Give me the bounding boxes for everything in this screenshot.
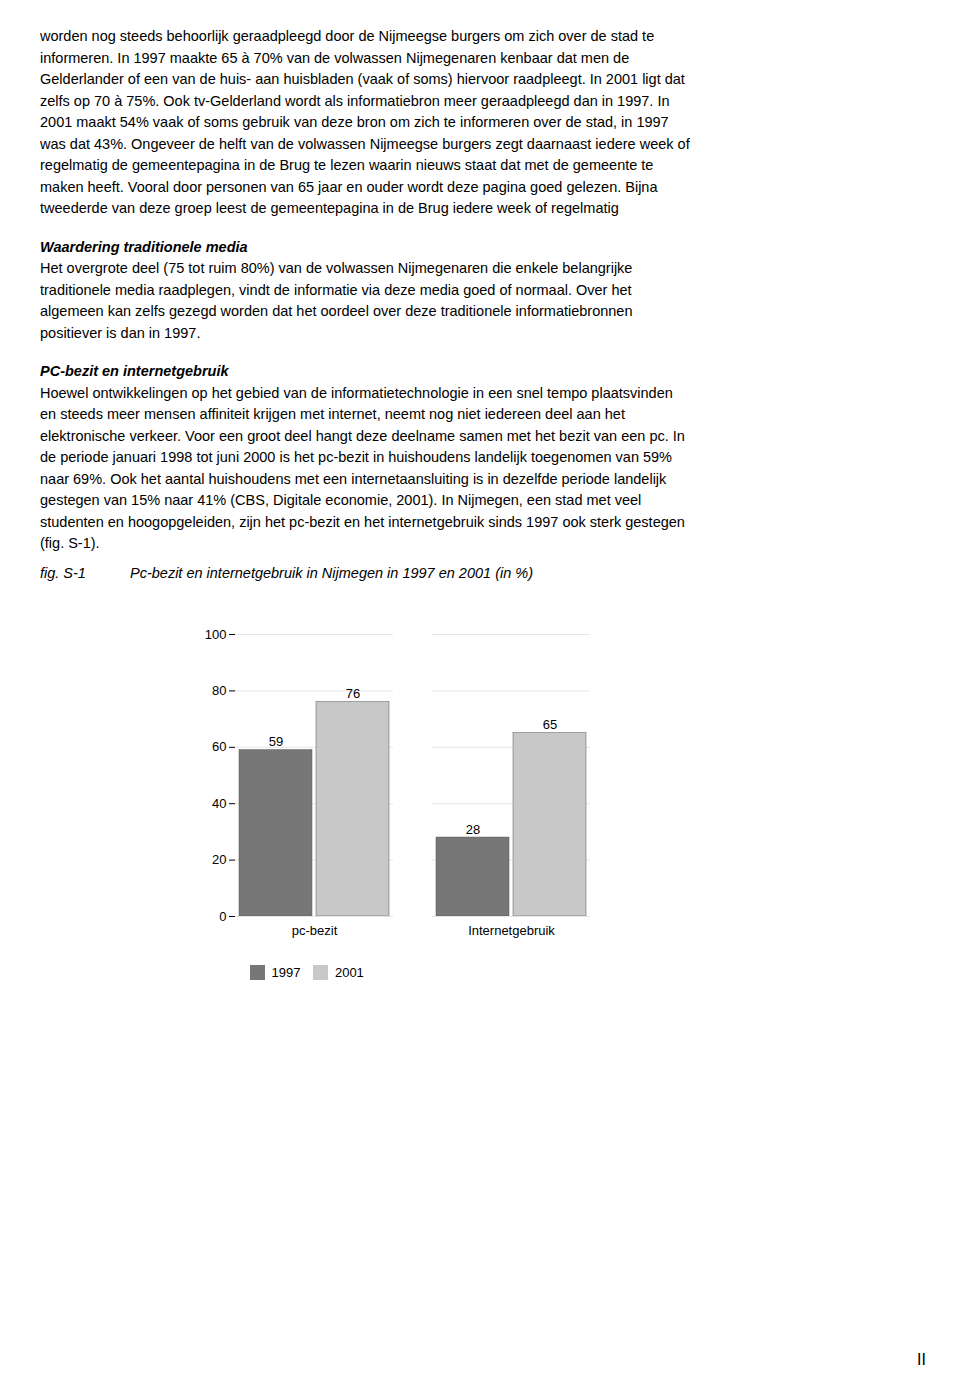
html-text:maken heeft. Vooral door perso: maken heeft. Vooral door personen van 65… xyxy=(40,178,658,195)
svg-text:28: 28 xyxy=(466,822,480,837)
html-text:Pc-bezit en internetgebruik in: Pc-bezit en internetgebruik in Nijmegen … xyxy=(130,564,533,581)
svg-text:80: 80 xyxy=(212,683,226,698)
html-text:2001: 2001 xyxy=(334,965,364,980)
html-text:2001 maakt 54% vaak of soms ge: 2001 maakt 54% vaak of soms gebruik van … xyxy=(40,114,669,130)
html-text:Hoewel ontwikkelingen op het g: Hoewel ontwikkelingen op het gebied van … xyxy=(40,384,673,401)
html-text:II: II xyxy=(917,1351,926,1368)
svg-text:100: 100 xyxy=(205,627,227,642)
html-text:regelmatig de gemeentepagina i: regelmatig de gemeentepagina in de Brug … xyxy=(40,157,654,173)
svg-text:60: 60 xyxy=(212,739,226,754)
html-text:was dat 43%. Ongeveer de helft: was dat 43%. Ongeveer de helft van de vo… xyxy=(40,135,690,152)
svg-text:76: 76 xyxy=(346,686,360,701)
svg-text:59: 59 xyxy=(269,734,283,749)
html-text:en steeds meer mensen affinite: en steeds meer mensen affiniteit krijgen… xyxy=(40,406,625,422)
svg-text:40: 40 xyxy=(212,796,226,811)
svg-text:20: 20 xyxy=(212,852,226,867)
html-text:fig. S-1: fig. S-1 xyxy=(40,564,86,581)
html-text:gestegen van 15% naar 41% (CBS: gestegen van 15% naar 41% (CBS, Digitale… xyxy=(40,492,642,508)
html-text:traditionele media raadplegen,: traditionele media raadplegen, vindt de … xyxy=(40,281,632,298)
svg-text:65: 65 xyxy=(543,717,557,732)
html-text:Waardering traditionele media: Waardering traditionele media xyxy=(40,238,248,255)
html-text:zelfs op 70 à 75%. Ook tv-Geld: zelfs op 70 à 75%. Ook tv-Gelderland wor… xyxy=(40,92,670,109)
svg-text:pc-bezit: pc-bezit xyxy=(292,923,338,938)
html-text:informeren. In 1997 maakte 65: informeren. In 1997 maakte 65 à 70% van … xyxy=(40,49,630,66)
html-text:tweederde van deze groep leest: tweederde van deze groep leest de gemeen… xyxy=(40,200,619,216)
html-text:Het overgrote deel (75 tot rui: Het overgrote deel (75 tot ruim 80%) van… xyxy=(40,260,633,276)
html-text:PC-bezit en internetgebruik: PC-bezit en internetgebruik xyxy=(40,363,229,379)
html-text:elektronische verkeer. Voor ee: elektronische verkeer. Voor een groot de… xyxy=(40,427,685,444)
html-text:1997: 1997 xyxy=(271,965,301,980)
html-text:studenten en hoogopgeleiden, z: studenten en hoogopgeleiden, zijn het pc… xyxy=(40,513,685,530)
html-text:positiever is dan in 1997.: positiever is dan in 1997. xyxy=(40,324,201,341)
html-text:Gelderlander of een van de hui: Gelderlander of een van de huis- aan hui… xyxy=(40,71,685,87)
svg-text:0: 0 xyxy=(219,909,226,924)
html-text:naar 69%. Ook het aantal huish: naar 69%. Ook het aantal huishoudens met… xyxy=(40,470,667,487)
html-text:de periode januari 1998 tot ju: de periode januari 1998 tot juni 2000 is… xyxy=(40,449,672,465)
svg-text:Internetgebruik: Internetgebruik xyxy=(468,923,555,938)
html-text:worden nog steeds behoorlijk g: worden nog steeds behoorlijk geraadpleeg… xyxy=(40,28,655,44)
html-text:algemeen kan zelfs gezegd word: algemeen kan zelfs gezegd worden dat het… xyxy=(40,303,633,319)
html-text:(fig. S-1).: (fig. S-1). xyxy=(40,535,100,551)
